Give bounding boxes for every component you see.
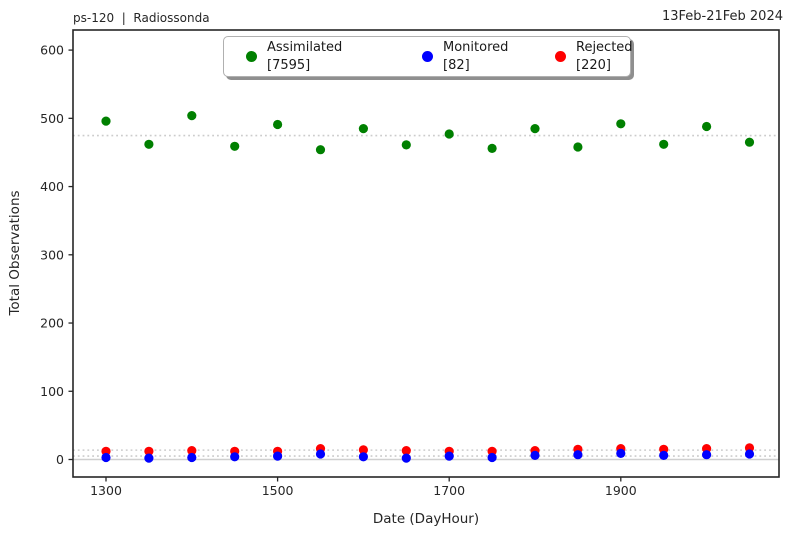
data-point-monitored — [187, 452, 197, 463]
data-point-assimilated — [144, 139, 154, 149]
legend-label-assimilated: Assimilated [7595] — [267, 39, 342, 74]
data-point-assimilated — [187, 111, 197, 121]
data-point-assimilated — [273, 119, 283, 130]
x-tick-label: 1900 — [605, 483, 637, 498]
plot-subtitle: ps-120 | Radiossonda — [73, 11, 210, 25]
plot-frame — [72, 29, 780, 478]
plot-date-range: 13Feb-21Feb 2024 — [661, 9, 783, 24]
y-tick-label: 400 — [40, 179, 64, 194]
legend-label-monitored: Monitored [82] — [443, 39, 508, 74]
data-point-monitored — [487, 452, 497, 463]
x-tick-label: 1500 — [262, 483, 294, 498]
x-axis-label: Date (DayHour) — [372, 511, 480, 527]
data-point-monitored — [444, 451, 454, 461]
data-point-monitored — [573, 450, 583, 460]
legend-count-text: [82] — [443, 57, 470, 73]
y-tick-label: 500 — [40, 111, 64, 126]
data-point-assimilated — [744, 137, 755, 147]
legend-label-rejected: Rejected [220] — [576, 39, 633, 74]
data-point-assimilated — [659, 139, 669, 149]
legend-entry-monitored: Monitored [82] — [422, 37, 508, 76]
data-point-monitored — [744, 449, 755, 459]
legend: Assimilated [7595] Monitored [82] Rejected… — [223, 36, 633, 77]
data-point-monitored — [101, 452, 111, 463]
data-point-rejected — [401, 446, 411, 456]
legend-marker-assimilated-icon — [246, 51, 257, 62]
legend-label-text: Assimilated — [267, 40, 343, 55]
data-point-monitored — [273, 451, 283, 461]
y-tick-label: 0 — [56, 452, 64, 467]
data-point-assimilated — [487, 143, 497, 153]
data-point-monitored — [401, 453, 411, 463]
data-point-monitored — [702, 450, 712, 460]
data-point-assimilated — [101, 116, 111, 126]
data-point-assimilated — [702, 121, 712, 132]
data-point-assimilated — [616, 119, 626, 129]
data-point-monitored — [315, 449, 326, 459]
data-point-rejected — [358, 445, 368, 455]
data-point-rejected — [144, 446, 154, 456]
data-point-assimilated — [358, 124, 368, 134]
legend-marker-rejected-icon — [555, 51, 566, 62]
data-point-assimilated — [530, 124, 540, 134]
legend-label-text: Monitored — [443, 40, 509, 55]
legend-label-text: Rejected — [576, 40, 633, 55]
data-point-assimilated — [401, 140, 411, 150]
data-point-monitored — [358, 452, 368, 462]
data-point-monitored — [144, 453, 154, 463]
data-point-rejected — [187, 446, 197, 456]
data-point-monitored — [659, 450, 669, 460]
x-tick-label: 1700 — [433, 483, 465, 498]
data-point-assimilated — [444, 129, 454, 139]
legend-count-text: [220] — [576, 57, 611, 73]
legend-count-text: [7595] — [267, 57, 311, 73]
y-tick-label: 300 — [40, 247, 64, 262]
data-point-assimilated — [573, 142, 583, 152]
data-point-monitored — [616, 448, 626, 458]
y-tick-label: 600 — [40, 43, 64, 58]
data-point-monitored — [530, 450, 540, 460]
data-point-assimilated — [315, 145, 326, 155]
legend-entry-assimilated: Assimilated [7595] — [246, 37, 342, 76]
legend-entry-rejected: Rejected [220] — [555, 37, 633, 76]
y-tick-label: 200 — [40, 316, 64, 331]
x-tick-label: 1300 — [90, 483, 122, 498]
legend-marker-monitored-icon — [422, 51, 433, 62]
y-tick-label: 100 — [40, 384, 64, 399]
data-point-assimilated — [230, 141, 240, 151]
data-point-monitored — [230, 452, 240, 462]
y-axis-label: Total Observations — [7, 190, 23, 316]
